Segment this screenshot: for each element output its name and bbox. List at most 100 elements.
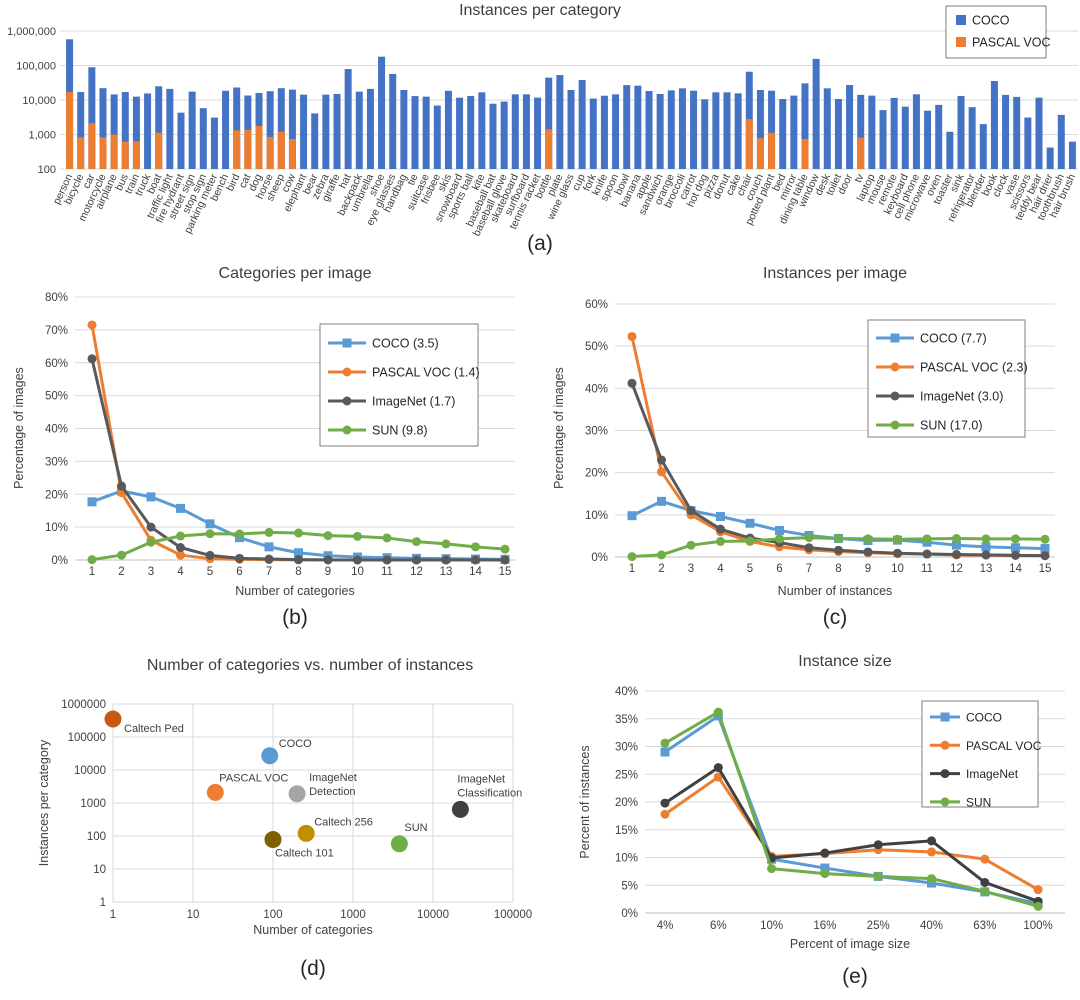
point-Caltech Ped (104, 710, 122, 728)
bar-horse (266, 91, 274, 169)
svg-text:10,000: 10,000 (22, 95, 56, 107)
bar-vase (1013, 96, 1021, 169)
bar-snowboard (456, 97, 464, 169)
bar-donut (723, 92, 731, 169)
svg-text:Caltech 256: Caltech 256 (314, 816, 373, 828)
bar-truck (144, 93, 152, 169)
bar-elephant (300, 94, 308, 169)
bar-pizza (712, 92, 720, 169)
bar-series-COCO (66, 39, 1076, 169)
point-PASCAL VOC (206, 783, 224, 801)
chart-c-caption: (c) (822, 606, 848, 629)
svg-text:15: 15 (499, 566, 512, 578)
bar-horse (266, 136, 274, 169)
svg-text:50%: 50% (585, 341, 608, 353)
svg-text:6%: 6% (710, 920, 727, 932)
markers-ImageNet (87, 354, 510, 565)
bar-potted plant (768, 132, 776, 169)
svg-text:15: 15 (1039, 563, 1052, 575)
chart-e-y-axis-label: Percent of instances (578, 745, 592, 859)
svg-text:1000: 1000 (340, 909, 366, 921)
svg-text:10%: 10% (45, 522, 68, 534)
svg-text:14: 14 (1009, 563, 1022, 575)
bar-zebra (322, 94, 330, 169)
bar-bottle (545, 77, 553, 169)
svg-text:Caltech Ped: Caltech Ped (124, 723, 184, 735)
svg-text:10%: 10% (615, 853, 638, 865)
svg-text:hat: hat (337, 172, 354, 190)
bar-orange (667, 90, 675, 169)
markers-SUN (87, 527, 510, 565)
bar-skis (444, 90, 452, 169)
bar-hot dog (701, 99, 709, 169)
chart-d-title: Number of categories vs. number of insta… (146, 657, 474, 674)
bar-sandwich (656, 94, 664, 169)
svg-text:13: 13 (980, 563, 993, 575)
svg-text:4%: 4% (657, 920, 674, 932)
bar-keyboard (901, 106, 909, 169)
instance-size-plot: 0% 5% 10% 15% 20% 25% 30% 35% 40% 4% 6% 10% 16% 25% 40… (615, 686, 1065, 932)
bar-remote (890, 97, 898, 169)
point-SUN (390, 835, 408, 853)
point-Caltech 101 (264, 831, 282, 849)
svg-text:20%: 20% (45, 489, 68, 501)
svg-text:60%: 60% (45, 358, 68, 370)
svg-text:10000: 10000 (417, 909, 449, 921)
svg-text:40%: 40% (920, 920, 943, 932)
bar-baseball glove (500, 101, 508, 169)
bar-plate (556, 75, 564, 169)
svg-text:10%: 10% (760, 920, 783, 932)
bar-car (88, 123, 96, 169)
chart-b-caption: (b) (282, 606, 308, 629)
bar-car (88, 67, 96, 169)
svg-text:100: 100 (87, 831, 106, 843)
svg-text:3: 3 (688, 563, 694, 575)
svg-text:ImageNet: ImageNet (457, 773, 505, 785)
bar-airplane (110, 134, 118, 169)
svg-text:PASCAL VOC: PASCAL VOC (219, 772, 288, 784)
svg-text:9: 9 (865, 563, 871, 575)
chart-e-caption: (e) (842, 965, 868, 988)
chart-e-x-axis-label: Percent of image size (789, 937, 911, 951)
svg-text:1000000: 1000000 (61, 699, 106, 711)
bar-kite (478, 92, 486, 169)
svg-text:7: 7 (266, 566, 272, 578)
bar-toaster (946, 131, 954, 169)
svg-text:16%: 16% (813, 920, 836, 932)
bar-toilet (834, 98, 842, 169)
bar-eye glasses (389, 73, 397, 169)
svg-text:40%: 40% (585, 383, 608, 395)
chart-d-x-axis-label: Number of categories (253, 923, 373, 937)
svg-text:0%: 0% (591, 552, 608, 564)
bar-clock (1002, 94, 1010, 169)
svg-text:5%: 5% (621, 880, 638, 892)
svg-text:12: 12 (950, 563, 963, 575)
line-SUN (664, 710, 1039, 908)
bar-cake (734, 93, 742, 169)
bar-parking meter (210, 117, 218, 169)
bar-tennis racket (534, 97, 542, 169)
svg-text:100: 100 (263, 909, 282, 921)
svg-text:3: 3 (148, 566, 154, 578)
svg-text:50%: 50% (45, 391, 68, 403)
svg-text:PASCAL VOC: PASCAL VOC (966, 739, 1042, 753)
chart-b-y-axis-label: Percentage of images (12, 367, 26, 489)
bar-carrot (690, 90, 698, 169)
bar-fire hydrant (177, 112, 185, 169)
svg-text:1,000: 1,000 (28, 130, 56, 142)
chart-d-y-axis-label: Instances per category (37, 739, 51, 867)
chart-categories-vs-instances: 1 10 100 1000 10000 100000 1 10 100 1000 10000 1000… (0, 645, 560, 1000)
bar-cup (578, 79, 586, 169)
bar-hair drier (1046, 147, 1054, 169)
bar-street sign (188, 91, 196, 169)
bar-tv (857, 137, 865, 169)
svg-text:0%: 0% (51, 555, 68, 567)
bar-microwave (924, 110, 932, 169)
svg-text:Detection: Detection (309, 786, 355, 798)
svg-text:11: 11 (921, 563, 933, 575)
bar-refrigerator (968, 107, 976, 169)
bar-handbag (400, 89, 408, 169)
svg-text:10: 10 (187, 909, 200, 921)
bar-dog (255, 125, 263, 169)
